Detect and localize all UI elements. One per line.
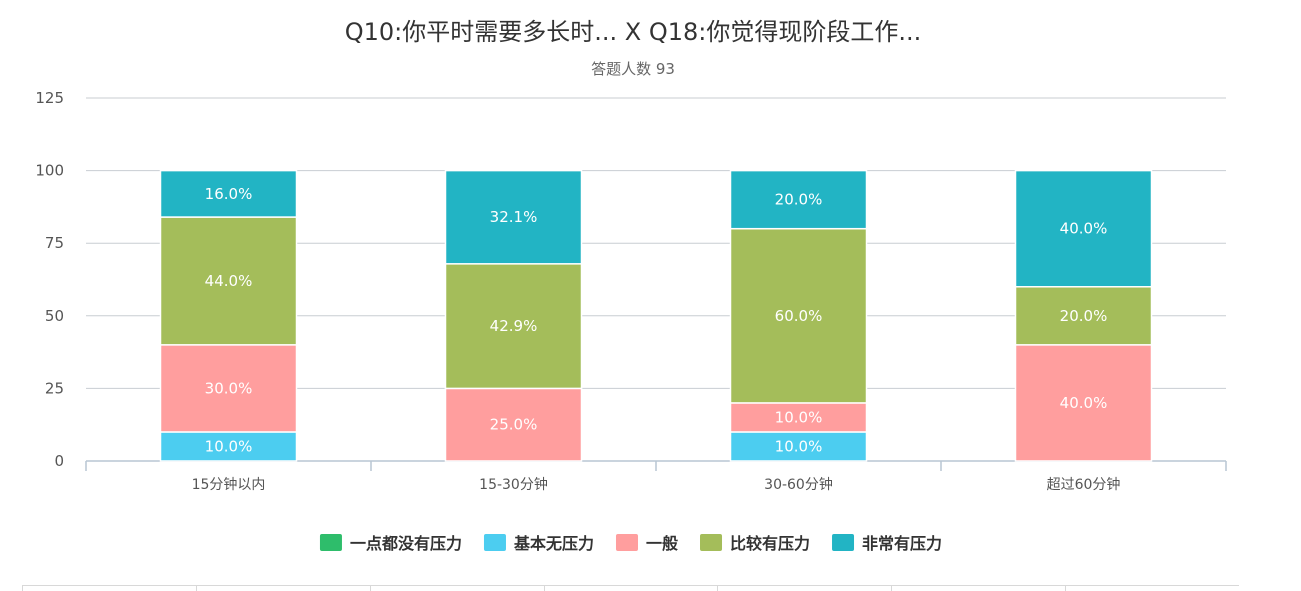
legend-item[interactable]: 一点都没有压力 [319, 534, 462, 553]
legend-swatch [832, 534, 855, 551]
bars: 10.0% 30.0% 44.0% 16.0% 25.0% 42.9% 32.1% 10.0%… [159, 169, 1153, 462]
y-tick-label: 25 [45, 379, 64, 397]
x-category-label: 30-60分钟 [764, 476, 833, 493]
bar-segment[interactable] [444, 169, 583, 265]
bar-segment[interactable] [729, 402, 868, 433]
data-label: 20.0% [1060, 307, 1108, 325]
bar-segment[interactable] [729, 227, 868, 404]
bar-segment[interactable] [729, 169, 868, 230]
y-tick-label: 50 [45, 307, 64, 325]
data-label: 40.0% [1060, 220, 1108, 238]
data-label: 16.0% [205, 185, 253, 203]
bar-segment[interactable] [1014, 344, 1153, 462]
legend-swatch [319, 534, 342, 551]
data-label: 44.0% [205, 272, 253, 290]
x-category-label: 15分钟以内 [192, 476, 266, 493]
legend-label: 一点都没有压力 [350, 534, 462, 553]
data-label: 42.9% [490, 317, 538, 335]
bar-segment[interactable] [159, 344, 298, 433]
bar-segment[interactable] [159, 216, 298, 346]
legend: 一点都没有压力 基本无压力 一般 比较有压力 非常有压力 [319, 534, 942, 553]
data-label: 32.1% [490, 208, 538, 226]
legend-label: 一般 [646, 534, 678, 553]
legend-label: 基本无压力 [513, 534, 594, 553]
data-label: 10.0% [775, 437, 823, 455]
y-tick-label: 100 [35, 162, 64, 180]
bar-segment[interactable] [729, 431, 868, 462]
legend-item[interactable]: 一般 [615, 534, 678, 553]
y-tick-label: 0 [54, 452, 64, 470]
legend-label: 非常有压力 [862, 534, 942, 553]
x-category-label: 15-30分钟 [479, 476, 548, 493]
legend-swatch [700, 534, 723, 551]
chart-title: Q10:你平时需要多长时... X Q18:你觉得现阶段工作... [345, 18, 922, 46]
data-label: 40.0% [1060, 394, 1108, 412]
chart-subtitle: 答题人数 93 [591, 60, 675, 78]
y-tick-label: 125 [35, 89, 64, 107]
x-category-label: 超过60分钟 [1047, 476, 1121, 493]
data-label: 10.0% [205, 437, 253, 455]
data-label: 60.0% [775, 307, 823, 325]
data-label: 30.0% [205, 379, 253, 397]
data-label: 10.0% [775, 408, 823, 426]
data-label: 20.0% [775, 191, 823, 209]
bar-segment[interactable] [1014, 169, 1153, 288]
bar-segment[interactable] [444, 387, 583, 462]
data-label: 25.0% [490, 416, 538, 434]
legend-swatch [615, 534, 638, 551]
legend-label: 比较有压力 [730, 534, 810, 553]
legend-item[interactable]: 非常有压力 [832, 534, 942, 553]
legend-item[interactable]: 比较有压力 [700, 534, 810, 553]
bar-segment[interactable] [159, 169, 298, 218]
legend-item[interactable]: 基本无压力 [483, 534, 594, 553]
bottom-divider [22, 585, 1239, 591]
y-tick-label: 75 [45, 234, 64, 252]
legend-swatch [483, 534, 506, 551]
